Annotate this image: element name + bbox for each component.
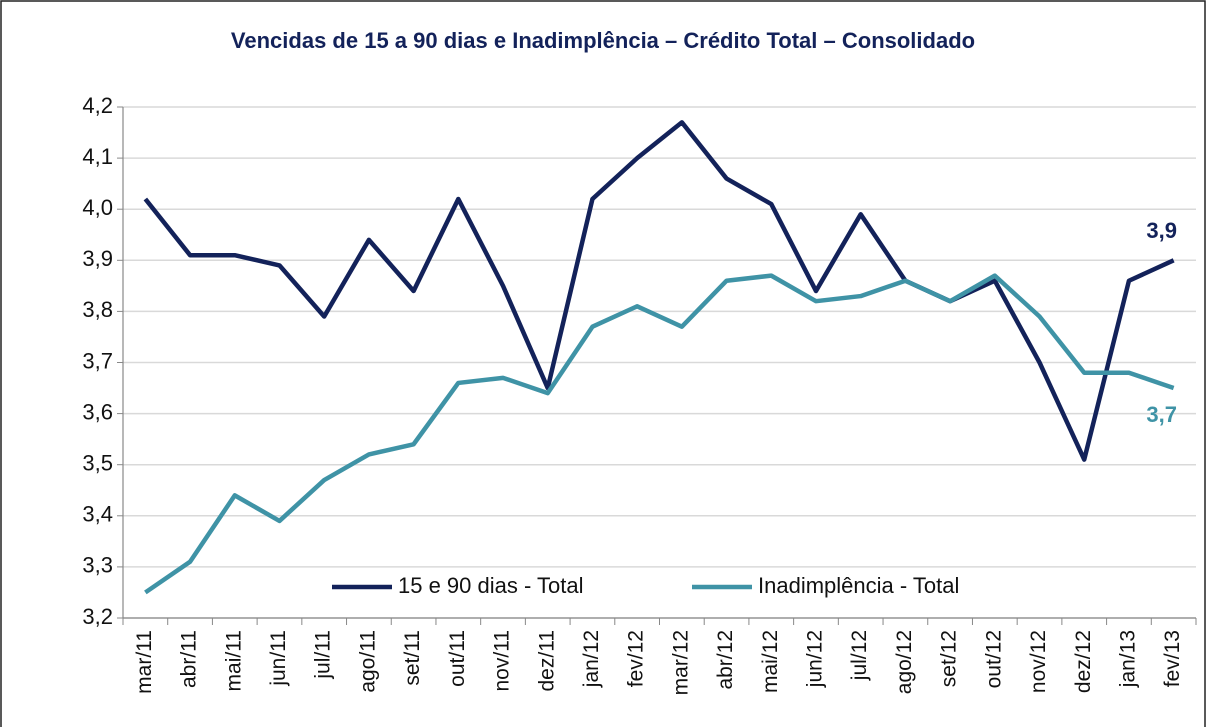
x-tick-label: jun/11 — [267, 630, 290, 687]
y-tick-label: 3,9 — [82, 246, 113, 271]
x-tick-label: jul/12 — [848, 630, 871, 681]
legend-label: 15 e 90 dias - Total — [398, 573, 584, 598]
y-tick-label: 3,4 — [82, 502, 113, 527]
y-tick-label: 3,5 — [82, 451, 113, 476]
x-tick-label: dez/11 — [535, 630, 558, 692]
x-tick-label: jan/13 — [1116, 630, 1139, 688]
x-tick-label: mar/12 — [669, 630, 692, 695]
chart-title: Vencidas de 15 a 90 dias e Inadimplência… — [231, 28, 975, 53]
y-tick-label: 4,1 — [82, 144, 113, 169]
legend-label: Inadimplência - Total — [758, 573, 959, 598]
x-tick-label: nov/11 — [491, 630, 514, 692]
x-tick-label: out/11 — [446, 630, 469, 687]
x-tick-label: set/11 — [401, 630, 424, 686]
x-tick-label: mar/11 — [133, 630, 156, 694]
value-label: 3,7 — [1146, 402, 1177, 427]
series-line — [144, 273, 1175, 595]
y-tick-label: 4,2 — [82, 93, 113, 118]
x-tick-label: abr/11 — [178, 630, 201, 688]
y-tick-label: 3,3 — [82, 553, 113, 578]
value-label: 3,9 — [1146, 218, 1177, 243]
x-tick-label: nov/12 — [1027, 630, 1050, 693]
y-tick-label: 3,6 — [82, 399, 113, 424]
y-tick-label: 3,2 — [82, 604, 113, 629]
y-tick-label: 3,8 — [82, 297, 113, 322]
x-tick-label: jan/12 — [580, 630, 603, 688]
x-tick-label: abr/12 — [714, 630, 737, 690]
x-tick-label: fev/12 — [625, 630, 648, 687]
x-tick-label: ago/12 — [893, 630, 916, 694]
x-tick-label: jul/11 — [312, 630, 335, 680]
x-tick-label: jun/12 — [804, 630, 827, 688]
x-tick-label: mai/11 — [222, 630, 245, 691]
y-tick-label: 4,0 — [82, 195, 113, 220]
x-tick-label: fev/13 — [1161, 630, 1184, 687]
x-tick-label: set/12 — [938, 630, 961, 687]
x-tick-label: ago/11 — [356, 630, 379, 693]
series-line — [143, 120, 1175, 462]
x-tick-label: mai/12 — [759, 630, 782, 693]
y-tick-label: 3,7 — [82, 348, 113, 373]
x-tick-label: out/12 — [982, 630, 1005, 688]
x-tick-label: dez/12 — [1072, 630, 1095, 693]
